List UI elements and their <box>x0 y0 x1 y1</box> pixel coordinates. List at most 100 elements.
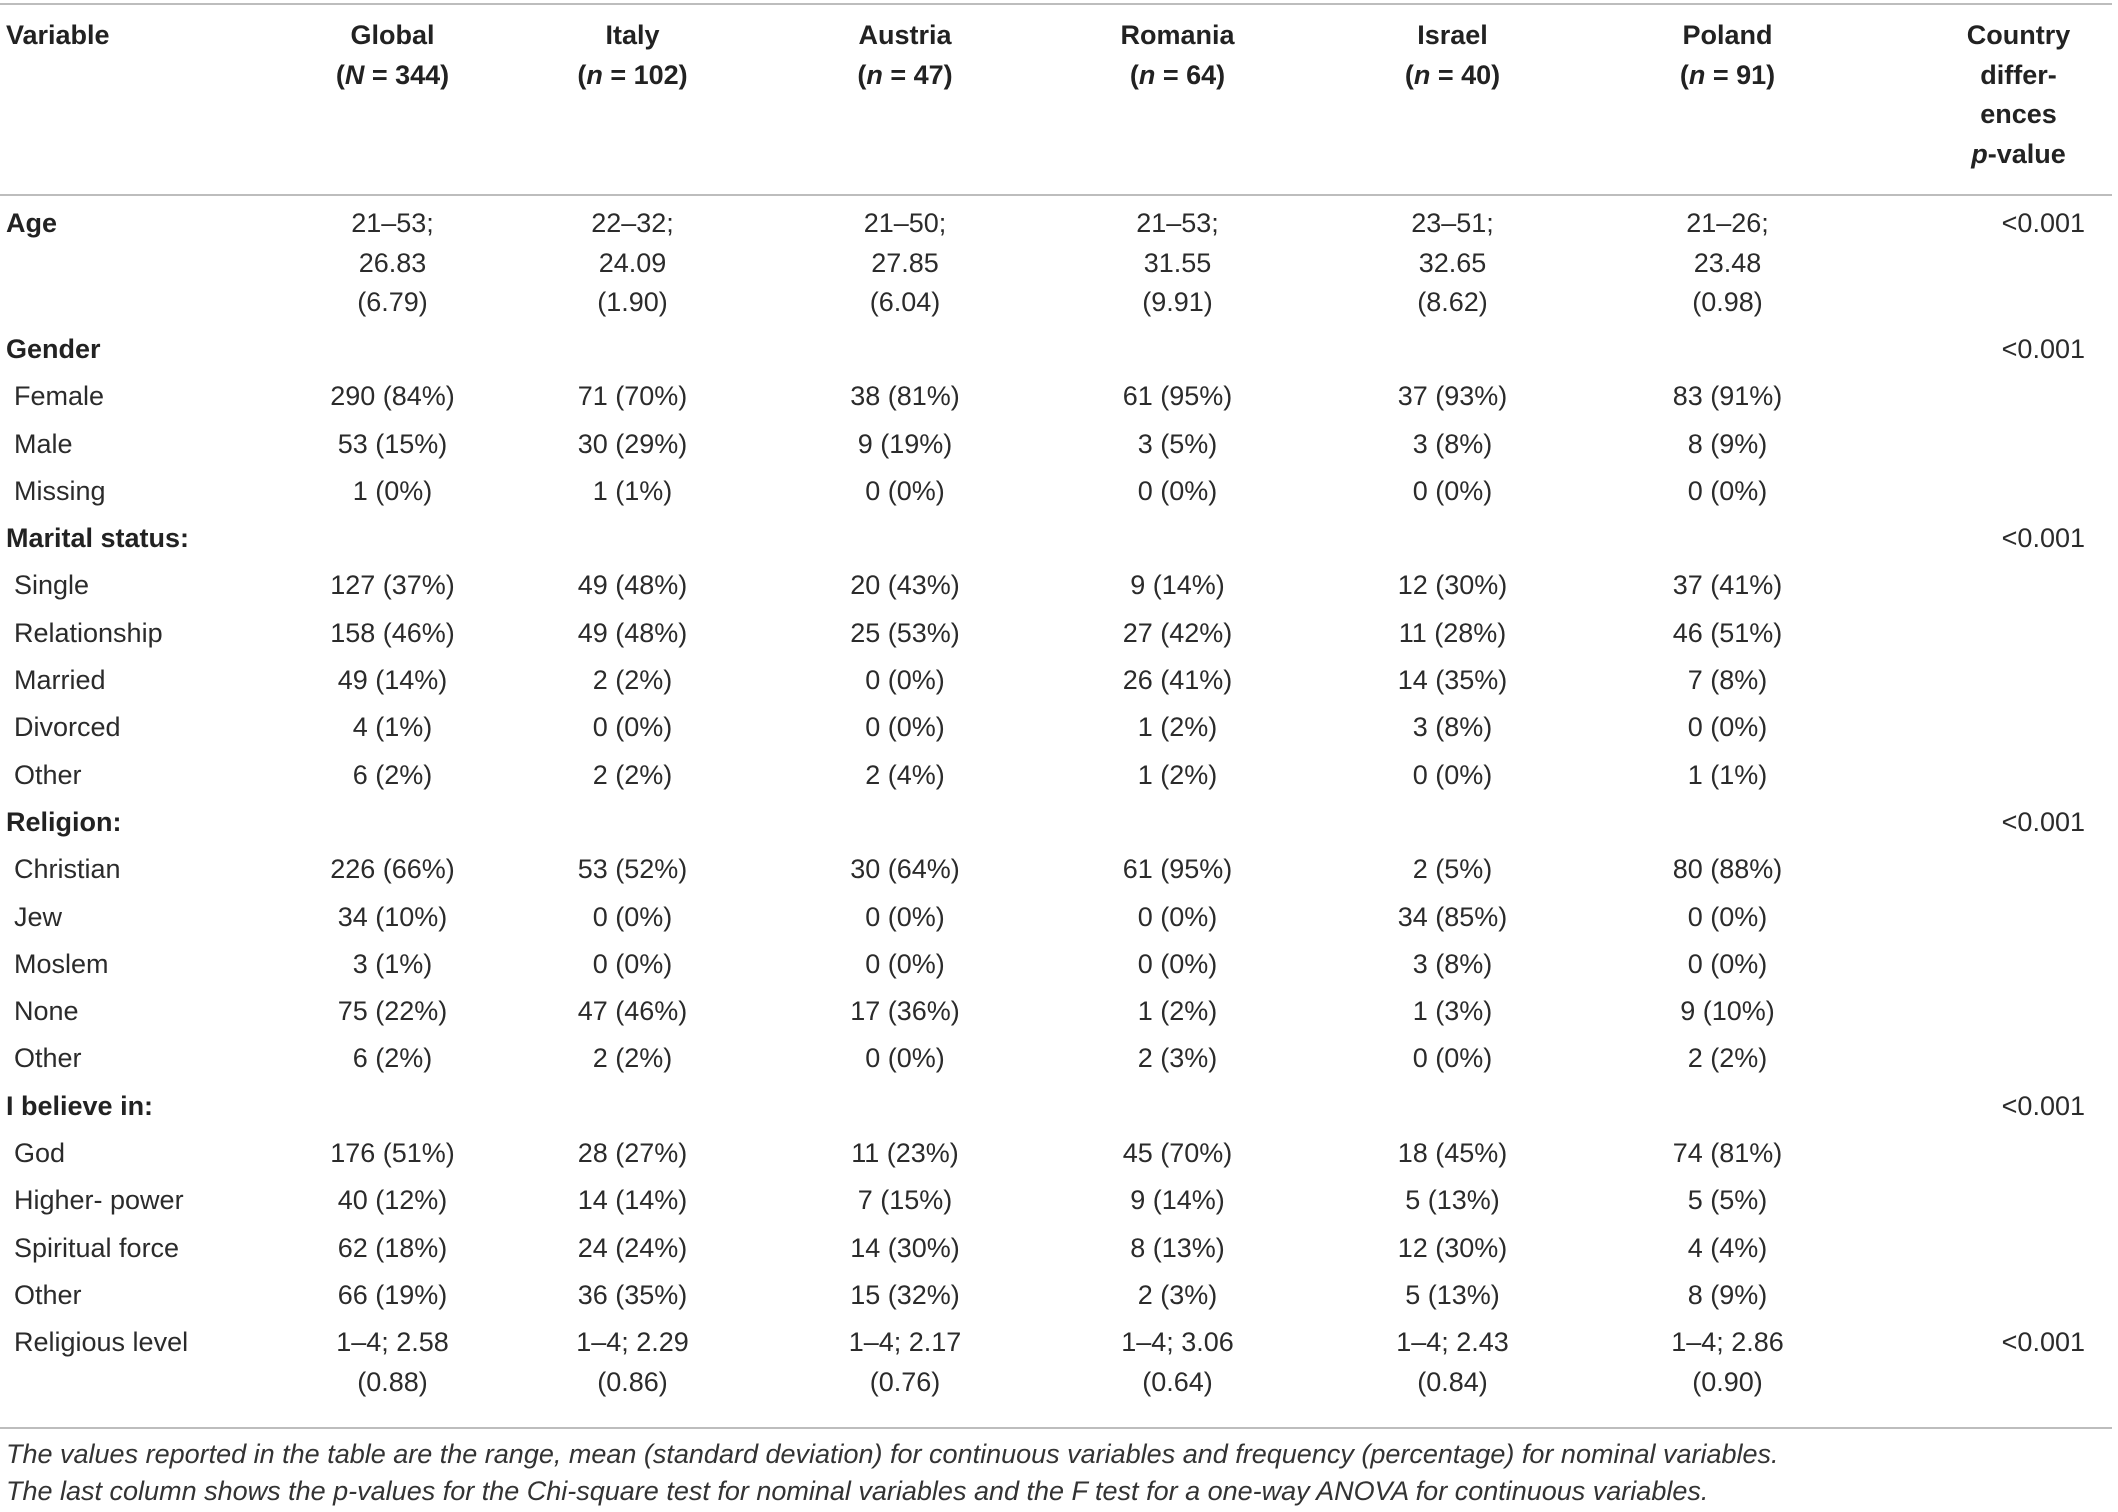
cell-austria: 17 (36%) <box>850 996 960 1027</box>
row-label: Higher- power <box>14 1185 184 1216</box>
section-p-value: <0.001 <box>2001 806 2085 837</box>
religious-level-poland: 1–4; 2.86 (0.90) <box>1671 1327 1784 1397</box>
cell-israel: 5 (13%) <box>1405 1279 1500 1310</box>
section-p-value: <0.001 <box>2001 334 2085 364</box>
header-italy: Italy (n = 102) <box>577 20 688 90</box>
cell-austria: 11 (23%) <box>851 1138 959 1169</box>
bottom-rule <box>0 1427 2112 1429</box>
table-row: Other 6 (2%) 2 (2%) 2 (4%) 1 (2%) 0 (0%) 1 (1%… <box>0 756 2112 803</box>
section-title: Marital status: <box>6 523 190 554</box>
row-label: Spiritual force <box>14 1232 180 1263</box>
cell-global: 49 (14%) <box>337 665 448 696</box>
cell-austria: 15 (32%) <box>850 1279 960 1310</box>
row-label: Single <box>14 570 90 601</box>
table-row: Divorced 4 (1%) 0 (0%) 0 (0%) 1 (2%) 3 (8%) 0 … <box>0 708 2112 755</box>
empty-cell <box>1865 661 2112 708</box>
header-poland: Poland (n = 91) <box>1679 20 1776 90</box>
row-label: Divorced <box>14 712 121 743</box>
cell-israel: 5 (13%) <box>1405 1185 1500 1216</box>
note-line-2: The last column shows the p-values for t… <box>6 1476 1709 1506</box>
empty-cell <box>1590 519 1865 566</box>
cell-israel: 3 (8%) <box>1412 948 1493 979</box>
empty-cell <box>770 803 1040 850</box>
header-austria: Austria (n = 47) <box>857 20 953 90</box>
empty-cell <box>1040 1087 1315 1134</box>
religious-level-italy: 1–4; 2.29 (0.86) <box>576 1327 689 1397</box>
cell-austria: 2 (4%) <box>865 759 945 790</box>
table-notes: The values reported in the table are the… <box>6 1436 1779 1510</box>
row-label: Male <box>14 428 73 459</box>
cell-poland: 7 (8%) <box>1687 665 1768 696</box>
empty-cell <box>770 1087 1040 1134</box>
empty-cell <box>290 1087 495 1134</box>
header-variable: Variable <box>6 20 110 50</box>
cell-romania: 2 (3%) <box>1137 1279 1218 1310</box>
cell-israel: 37 (93%) <box>1397 381 1508 412</box>
empty-cell <box>290 519 495 566</box>
empty-cell <box>495 330 770 377</box>
note-line-1: The values reported in the table are the… <box>6 1439 1779 1469</box>
cell-israel: 12 (30%) <box>1397 1232 1508 1263</box>
empty-cell <box>1865 1276 2112 1323</box>
row-label: Other <box>14 1279 82 1310</box>
row-label: Female <box>14 381 105 412</box>
cell-israel: 18 (45%) <box>1397 1138 1508 1169</box>
cell-global: 62 (18%) <box>337 1232 448 1263</box>
empty-cell <box>1590 330 1865 377</box>
cell-romania: 9 (14%) <box>1130 1185 1225 1216</box>
empty-cell <box>495 1087 770 1134</box>
cell-poland: 2 (2%) <box>1687 1043 1768 1074</box>
empty-cell <box>1865 566 2112 613</box>
cell-italy: 2 (2%) <box>592 1043 673 1074</box>
cell-global: 127 (37%) <box>330 570 455 601</box>
header-romania: Romania (n = 64) <box>1120 20 1235 90</box>
cell-italy: 47 (46%) <box>577 996 688 1027</box>
cell-israel: 3 (8%) <box>1412 428 1493 459</box>
cell-poland: 37 (41%) <box>1672 570 1783 601</box>
cell-italy: 36 (35%) <box>577 1279 688 1310</box>
cell-global: 6 (2%) <box>352 1043 433 1074</box>
cell-italy: 24 (24%) <box>577 1232 688 1263</box>
table-row: God 176 (51%) 28 (27%) 11 (23%) 45 (70%) 18 (… <box>0 1134 2112 1181</box>
age-israel: 23–51; 32.65 (8.62) <box>1411 208 1494 317</box>
religious-level-austria: 1–4; 2.17 (0.76) <box>848 1327 962 1397</box>
table-row-age: Age 21–53; 26.83 (6.79) 22–32; 24.09 (1.90) … <box>0 204 2112 330</box>
cell-romania: 61 (95%) <box>1122 854 1233 885</box>
cell-poland: 83 (91%) <box>1672 381 1783 412</box>
header-country-differences: Country differ-ences p-value <box>1966 20 2071 169</box>
cell-romania: 45 (70%) <box>1122 1138 1233 1169</box>
cell-romania: 26 (41%) <box>1122 665 1233 696</box>
cell-global: 290 (84%) <box>330 381 455 412</box>
cell-romania: 0 (0%) <box>1137 948 1218 979</box>
row-label: God <box>14 1138 66 1169</box>
age-global: 21–53; 26.83 (6.79) <box>351 208 434 317</box>
empty-cell <box>1865 708 2112 755</box>
cell-israel: 2 (5%) <box>1412 854 1493 885</box>
cell-italy: 49 (48%) <box>577 570 688 601</box>
table-row: Spiritual force 62 (18%) 24 (24%) 14 (30%) 8… <box>0 1229 2112 1276</box>
row-label: Relationship <box>14 617 163 648</box>
cell-romania: 1 (2%) <box>1137 996 1218 1027</box>
empty-cell <box>1040 519 1315 566</box>
cell-austria: 38 (81%) <box>850 381 960 412</box>
cell-poland: 4 (4%) <box>1687 1232 1768 1263</box>
empty-cell <box>1590 1087 1865 1134</box>
cell-poland: 0 (0%) <box>1687 948 1768 979</box>
row-label-age: Age <box>6 208 58 238</box>
cell-poland: 5 (5%) <box>1687 1185 1768 1216</box>
table-row: Other 6 (2%) 2 (2%) 0 (0%) 2 (3%) 0 (0%) 2 (2%… <box>0 1039 2112 1086</box>
header-rule <box>0 194 2112 196</box>
cell-global: 176 (51%) <box>330 1138 455 1169</box>
cell-italy: 2 (2%) <box>592 665 673 696</box>
section-header-gender: Gender <0.001 <box>0 330 2112 377</box>
cell-global: 4 (1%) <box>352 712 433 743</box>
cell-poland: 74 (81%) <box>1672 1138 1783 1169</box>
row-label: Other <box>14 759 82 790</box>
section-header-religion: Religion: <0.001 <box>0 803 2112 850</box>
cell-romania: 9 (14%) <box>1130 570 1225 601</box>
cell-austria: 25 (53%) <box>850 617 960 648</box>
table-row-religious-level: Religious level 1–4; 2.58 (0.88) 1–4; 2.29(… <box>0 1323 2112 1402</box>
cell-romania: 27 (42%) <box>1122 617 1233 648</box>
cell-poland: 46 (51%) <box>1672 617 1783 648</box>
cell-romania: 1 (2%) <box>1137 759 1218 790</box>
